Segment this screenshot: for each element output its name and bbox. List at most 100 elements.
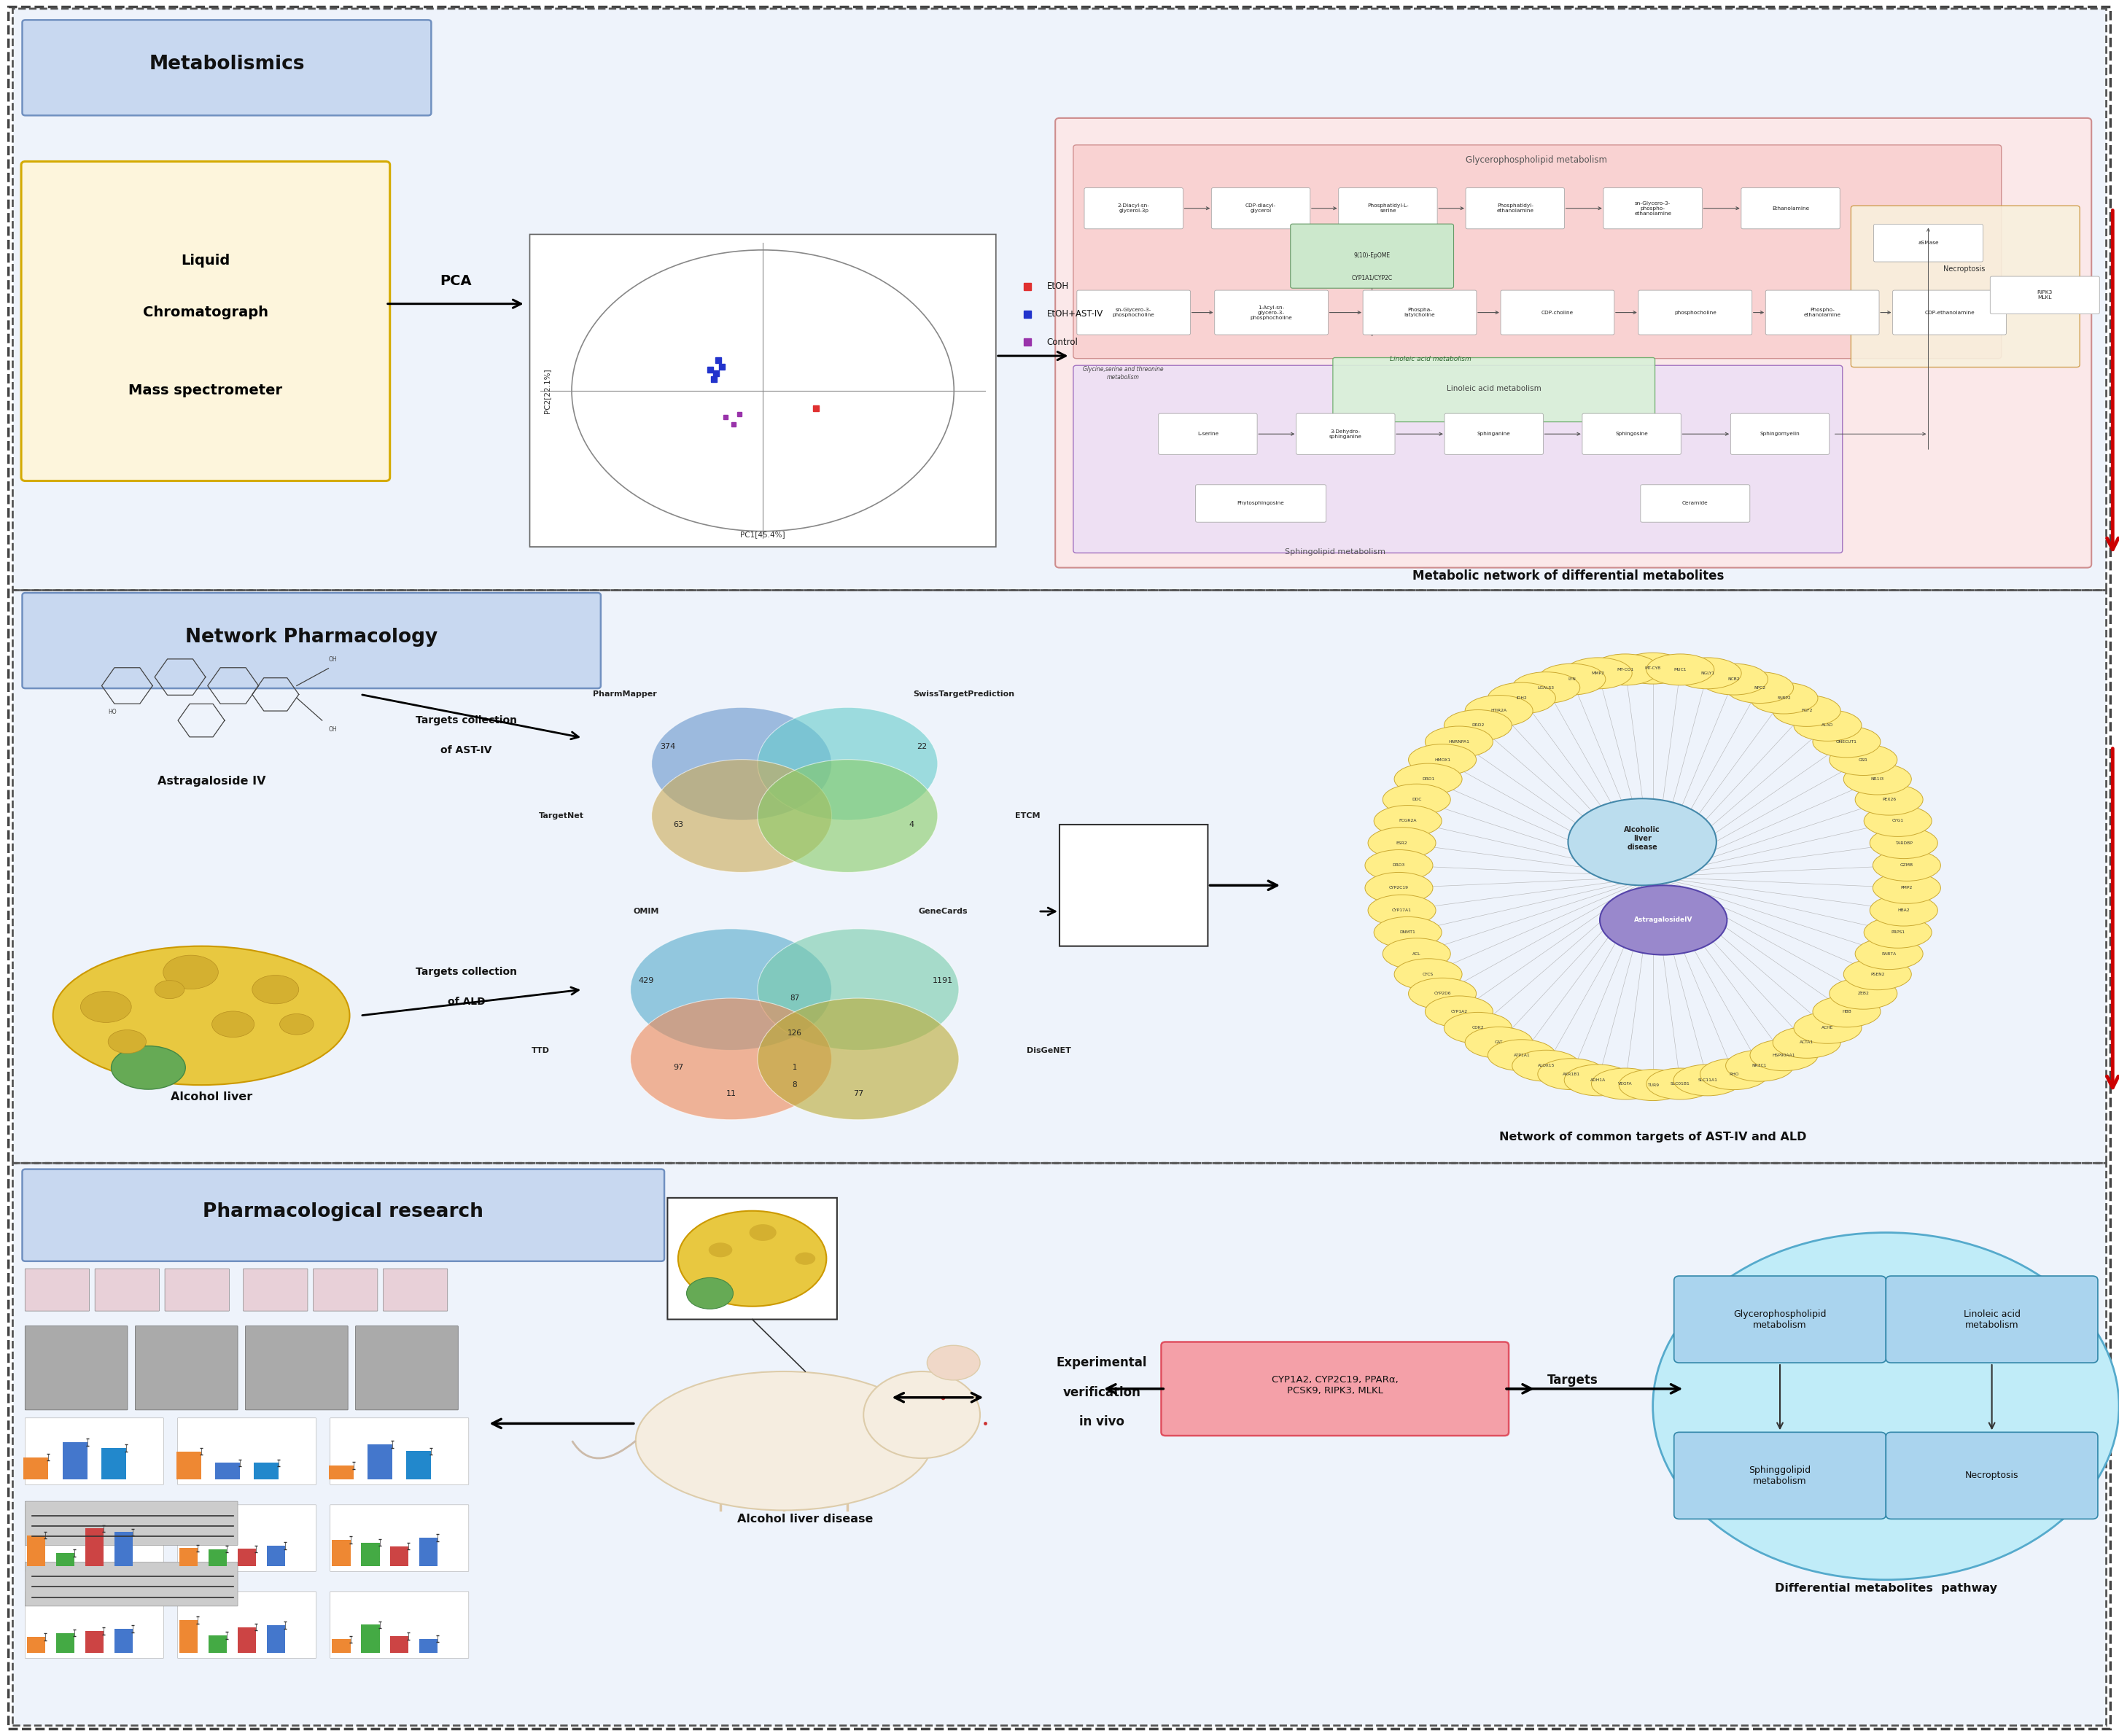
- Text: ADH1A: ADH1A: [1591, 1078, 1606, 1082]
- Ellipse shape: [1369, 894, 1437, 925]
- Text: Linoleic acid metabolism: Linoleic acid metabolism: [1390, 356, 1471, 363]
- Text: HTIR2A: HTIR2A: [1492, 708, 1507, 713]
- FancyBboxPatch shape: [314, 1269, 377, 1311]
- Ellipse shape: [1600, 885, 1727, 955]
- Text: HBB: HBB: [1841, 1010, 1852, 1014]
- Text: Phytosphingosine: Phytosphingosine: [1237, 502, 1284, 505]
- Text: ACHE: ACHE: [1822, 1026, 1833, 1029]
- Ellipse shape: [1829, 977, 1897, 1009]
- Text: 97: 97: [674, 1064, 682, 1071]
- Text: RAB7A: RAB7A: [1882, 951, 1897, 955]
- Bar: [267, 1625, 286, 1653]
- FancyBboxPatch shape: [1583, 413, 1680, 455]
- Text: IDH2: IDH2: [1517, 696, 1528, 700]
- Text: CYP1A1/CYP2C: CYP1A1/CYP2C: [1352, 274, 1392, 281]
- FancyBboxPatch shape: [384, 1269, 447, 1311]
- Text: OH: OH: [328, 726, 337, 733]
- Text: CDK2: CDK2: [1473, 1026, 1483, 1029]
- Text: PC1[45.4%]: PC1[45.4%]: [740, 531, 786, 538]
- Text: verification: verification: [1064, 1385, 1140, 1399]
- FancyBboxPatch shape: [1886, 1432, 2098, 1519]
- Ellipse shape: [687, 1278, 733, 1309]
- Text: 8: 8: [793, 1082, 797, 1088]
- Text: 22: 22: [918, 743, 926, 750]
- Text: DisGeNET: DisGeNET: [1028, 1047, 1070, 1054]
- Text: GSR: GSR: [1858, 759, 1867, 762]
- Text: CYP2D6: CYP2D6: [1435, 991, 1452, 995]
- Text: IFN: IFN: [1960, 292, 1969, 299]
- FancyBboxPatch shape: [1195, 484, 1326, 523]
- Text: Sphingolipid metabolism: Sphingolipid metabolism: [1284, 549, 1386, 556]
- FancyBboxPatch shape: [1159, 413, 1257, 455]
- Ellipse shape: [108, 1029, 146, 1054]
- FancyBboxPatch shape: [1060, 825, 1208, 946]
- Ellipse shape: [1795, 710, 1863, 741]
- Text: Alcohol liver disease: Alcohol liver disease: [737, 1514, 873, 1524]
- Text: CYG1: CYG1: [1892, 819, 1903, 823]
- Text: sn-Glycero-3-
phosphocholine: sn-Glycero-3- phosphocholine: [1112, 307, 1155, 318]
- Bar: [23, 1457, 49, 1479]
- Text: CAT: CAT: [1494, 1040, 1502, 1045]
- Text: Phospho-
ethanolamine: Phospho- ethanolamine: [1803, 307, 1841, 318]
- Text: 374: 374: [659, 743, 676, 750]
- Ellipse shape: [1409, 977, 1477, 1009]
- Ellipse shape: [1646, 1068, 1714, 1099]
- Bar: [55, 1634, 74, 1653]
- FancyBboxPatch shape: [13, 9, 2106, 590]
- Bar: [216, 1463, 239, 1479]
- Text: 3-Dehydro-
sphinganine: 3-Dehydro- sphinganine: [1329, 429, 1363, 439]
- Ellipse shape: [1725, 1050, 1793, 1082]
- Text: γ: γ: [1962, 318, 1966, 325]
- FancyBboxPatch shape: [25, 1269, 89, 1311]
- Text: TargetNet: TargetNet: [538, 812, 585, 819]
- FancyBboxPatch shape: [244, 1269, 307, 1311]
- Text: Linoleic acid
metabolism: Linoleic acid metabolism: [1964, 1309, 2019, 1330]
- Ellipse shape: [1699, 1059, 1767, 1090]
- Text: PC2[22.1%]: PC2[22.1%]: [542, 368, 551, 413]
- Ellipse shape: [110, 1045, 186, 1090]
- Ellipse shape: [1854, 785, 1922, 816]
- Ellipse shape: [1564, 658, 1632, 689]
- Ellipse shape: [759, 708, 939, 821]
- Text: HSP90AA1: HSP90AA1: [1771, 1054, 1795, 1057]
- Bar: [333, 1639, 350, 1653]
- FancyBboxPatch shape: [21, 594, 602, 689]
- Ellipse shape: [750, 1224, 776, 1241]
- Bar: [180, 1620, 197, 1653]
- Bar: [114, 1628, 133, 1653]
- FancyBboxPatch shape: [1731, 413, 1829, 455]
- Text: SLC01B1: SLC01B1: [1670, 1082, 1691, 1085]
- Text: FABP2: FABP2: [1778, 696, 1791, 700]
- Text: Network of common targets of AST-IV and ALD: Network of common targets of AST-IV and …: [1498, 1132, 1808, 1142]
- FancyBboxPatch shape: [178, 1592, 316, 1658]
- Text: 2-Diacyl-sn-
glycerol-3p: 2-Diacyl-sn- glycerol-3p: [1117, 203, 1151, 214]
- FancyBboxPatch shape: [1892, 290, 2007, 335]
- Ellipse shape: [252, 976, 299, 1003]
- FancyBboxPatch shape: [1339, 187, 1437, 229]
- Bar: [85, 1632, 104, 1653]
- Text: PCA: PCA: [439, 274, 473, 288]
- FancyBboxPatch shape: [1076, 290, 1191, 335]
- Ellipse shape: [1394, 764, 1462, 795]
- Text: ACTA1: ACTA1: [1799, 1040, 1814, 1045]
- Bar: [237, 1627, 256, 1653]
- Ellipse shape: [1426, 726, 1494, 757]
- Bar: [420, 1639, 439, 1653]
- Text: Targets: Targets: [1547, 1373, 1598, 1387]
- Text: ETCM: ETCM: [1015, 812, 1040, 819]
- FancyBboxPatch shape: [1333, 358, 1655, 422]
- Ellipse shape: [1538, 1059, 1606, 1090]
- Text: ESR2: ESR2: [1396, 842, 1407, 845]
- Ellipse shape: [1646, 654, 1714, 686]
- Ellipse shape: [708, 1243, 733, 1257]
- Ellipse shape: [1464, 694, 1532, 726]
- FancyBboxPatch shape: [21, 1170, 665, 1260]
- Text: Pharmacological research: Pharmacological research: [203, 1203, 483, 1220]
- Ellipse shape: [1488, 682, 1555, 713]
- FancyBboxPatch shape: [246, 1326, 348, 1410]
- Text: NCB2: NCB2: [1727, 677, 1740, 681]
- Text: CYP1A2: CYP1A2: [1452, 1010, 1468, 1014]
- Ellipse shape: [1750, 682, 1818, 713]
- FancyBboxPatch shape: [1074, 146, 2000, 359]
- Text: MT-CO1: MT-CO1: [1617, 668, 1634, 672]
